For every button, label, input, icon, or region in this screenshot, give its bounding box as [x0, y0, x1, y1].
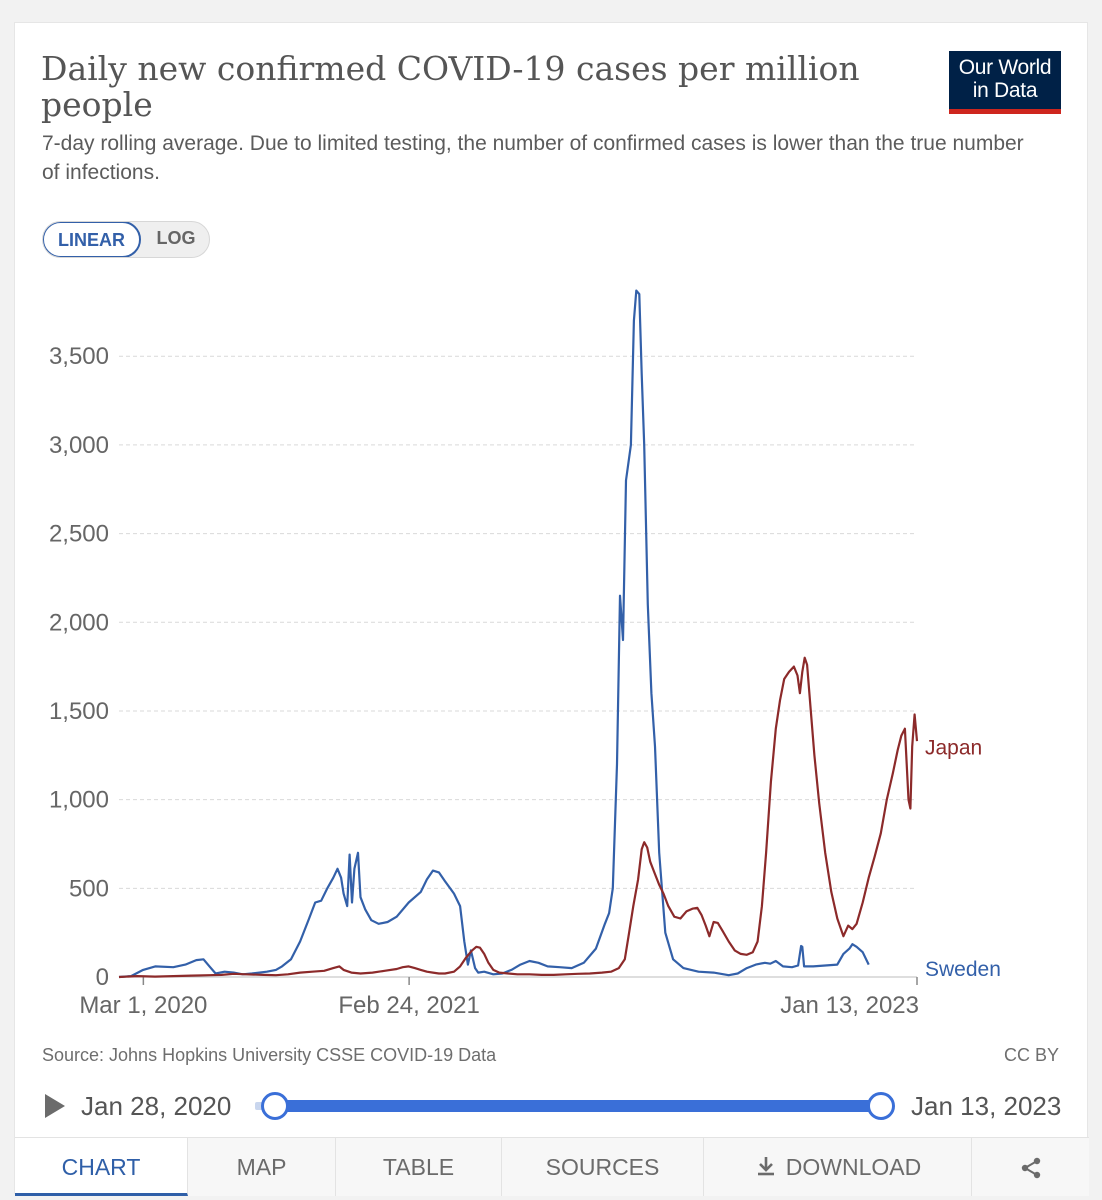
x-tick-label: Jan 13, 2023 [780, 992, 919, 1019]
x-tick-label: Mar 1, 2020 [79, 992, 207, 1019]
chart-subtitle: 7-day rolling average. Due to limited te… [42, 132, 1024, 184]
owid-logo[interactable]: Our World in Data [949, 51, 1061, 114]
slider-track-start [255, 1102, 263, 1110]
series-label-sweden: Sweden [925, 958, 1001, 981]
tab-download-label: DOWNLOAD [785, 1154, 922, 1180]
line-chart[interactable]: 0 500 1,000 1,500 2,000 2,500 3,000 3,500 Mar 1,… [15, 23, 1089, 1033]
logo-line-1: Our World [958, 56, 1052, 79]
y-tick-label: 2,500 [49, 521, 109, 548]
tab-download[interactable]: DOWNLOAD [704, 1138, 972, 1196]
y-tick-label: 500 [69, 875, 109, 902]
chart-title: Daily new confirmed COVID-19 cases per m… [41, 49, 860, 124]
license-link[interactable]: CC BY [1003, 1045, 1059, 1065]
series-label-japan: Japan [925, 736, 982, 759]
logo-line-2: in Data [972, 79, 1038, 102]
x-tick-label: Feb 24, 2021 [338, 992, 479, 1019]
logo-accent-bar [949, 109, 1061, 114]
tab-share[interactable] [972, 1138, 1089, 1196]
timeline-slider[interactable] [255, 1100, 881, 1112]
y-tick-label: 1,000 [49, 787, 109, 814]
linear-scale-option[interactable]: LINEAR [43, 222, 141, 257]
tab-table[interactable]: TABLE [336, 1138, 502, 1196]
tab-sources[interactable]: SOURCES [502, 1138, 704, 1196]
tab-map[interactable]: MAP [188, 1138, 336, 1196]
source-note[interactable]: Source: Johns Hopkins University CSSE CO… [42, 1045, 497, 1065]
scale-toggle[interactable]: LOG LINEAR [42, 221, 210, 258]
tab-bar: CHART MAP TABLE SOURCES DOWNLOAD [15, 1137, 1089, 1196]
y-tick-label: 0 [96, 964, 109, 991]
y-tick-label: 1,500 [49, 698, 109, 725]
play-icon[interactable] [45, 1094, 65, 1118]
log-scale-option[interactable]: LOG [156, 228, 196, 248]
share-icon [1021, 1157, 1040, 1179]
download-icon [757, 1157, 774, 1176]
series-line-japan [118, 656, 919, 979]
timeline-end-handle[interactable] [867, 1092, 895, 1120]
y-tick-label: 3,000 [49, 432, 109, 459]
y-tick-label: 2,000 [49, 609, 109, 636]
timeline-start-handle[interactable] [261, 1092, 289, 1120]
tab-chart[interactable]: CHART [15, 1138, 188, 1196]
timeline-start-date: Jan 28, 2020 [81, 1091, 232, 1121]
y-tick-label: 3,500 [49, 343, 109, 370]
timeline-end-date: Jan 13, 2023 [911, 1091, 1062, 1121]
chart-card: Daily new confirmed COVID-19 cases per m… [14, 22, 1089, 1196]
series-line-sweden [118, 289, 870, 979]
